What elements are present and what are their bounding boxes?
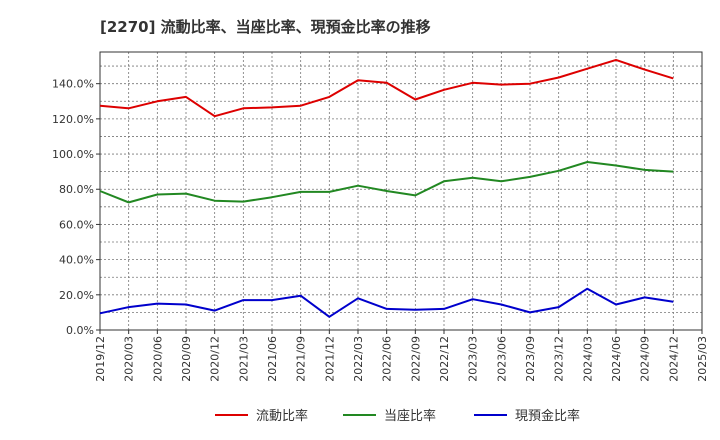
y-tick-label: 120.0%	[52, 113, 94, 126]
legend-label: 流動比率	[256, 408, 308, 424]
x-tick-label: 2020/12	[209, 336, 222, 382]
legend-label: 現預金比率	[515, 408, 580, 424]
x-tick-label: 2022/09	[409, 336, 422, 382]
series-line	[99, 58, 674, 118]
y-tick-label: 80.0%	[59, 183, 94, 196]
x-tick-label: 2025/03	[696, 336, 709, 382]
x-tick-label: 2020/03	[123, 336, 136, 382]
x-tick-label: 2022/12	[438, 336, 451, 382]
plot-frame	[99, 51, 703, 331]
series-line	[99, 161, 674, 204]
y-tick-label: 20.0%	[59, 289, 94, 302]
x-tick-label: 2020/09	[180, 336, 193, 382]
x-tick-label: 2021/09	[295, 336, 308, 382]
x-tick-label: 2023/12	[553, 336, 566, 382]
y-tick-label: 40.0%	[59, 254, 94, 267]
legend-label: 当座比率	[384, 408, 436, 424]
x-tick-label: 2021/03	[237, 336, 250, 382]
y-tick-label: 60.0%	[59, 218, 94, 231]
plot-area: 0.0% 20.0% 40.0% 60.0% 80.0% 100.0% 120.0% 140.…	[52, 51, 709, 382]
x-tick-label: 2024/09	[639, 336, 652, 382]
x-tick-label: 2022/03	[352, 336, 365, 382]
x-tick-label: 2023/03	[467, 336, 480, 382]
x-tick-label: 2023/09	[524, 336, 537, 382]
y-tick-label: 100.0%	[52, 148, 94, 161]
x-tick-label: 2022/06	[381, 336, 394, 382]
x-tick-label: 2021/12	[323, 336, 336, 382]
x-tick-label: 2024/12	[667, 336, 680, 382]
x-tick-label: 2021/06	[266, 336, 279, 382]
chart-title: [2270] 流動比率、当座比率、現預金比率の推移	[100, 18, 431, 36]
x-tick-label: 2020/06	[151, 336, 164, 382]
series-line	[99, 287, 674, 318]
legend: 流動比率 当座比率 現預金比率	[215, 408, 580, 424]
y-tick-label: 140.0%	[52, 78, 94, 91]
x-tick-label: 2019/12	[94, 336, 107, 382]
x-tick-label: 2023/06	[495, 336, 508, 382]
x-tick-label: 2024/03	[581, 336, 594, 382]
x-tick-label: 2024/06	[610, 336, 623, 382]
y-tick-label: 0.0%	[66, 324, 94, 337]
